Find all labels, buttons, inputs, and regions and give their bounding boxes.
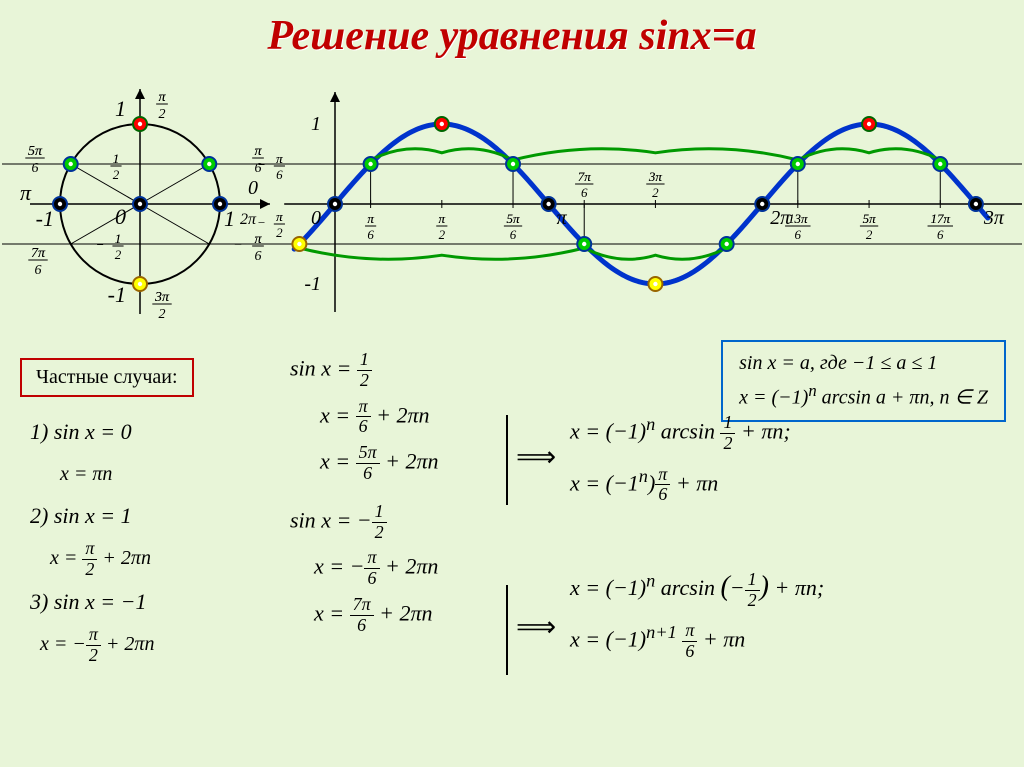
svg-text:1: 1 [115, 96, 126, 121]
svg-text:5π: 5π [28, 144, 43, 159]
svg-text:π: π [276, 209, 283, 224]
svg-text:6: 6 [255, 249, 262, 264]
svg-text:3π: 3π [648, 169, 663, 184]
svg-text:1: 1 [115, 231, 122, 246]
svg-text:1: 1 [311, 113, 321, 135]
general-line2: x = (−1)n arcsin a + πn, n ∈ Z [739, 381, 988, 410]
arrow1: ⟹ [516, 440, 556, 474]
svg-text:−: − [96, 237, 105, 252]
svg-text:π: π [439, 211, 446, 226]
ex-minus-comb2: x = (−1)n+1 π6 + πn [570, 618, 824, 662]
special-cases-box: Частные случаи: [20, 358, 194, 397]
svg-text:π: π [254, 232, 262, 247]
svg-text:π: π [20, 180, 32, 205]
examples-middle: sin x = 12 x = π6 + 2πn x = 5π6 + 2πn si… [290, 350, 439, 636]
case1-eq: 1) sin x = 0 [30, 410, 154, 454]
svg-text:6: 6 [367, 227, 374, 242]
case2-eq: 2) sin x = 1 [30, 494, 154, 538]
svg-text:6: 6 [35, 263, 42, 278]
svg-text:0: 0 [311, 207, 321, 229]
diagram: 1-11-100π2π3π23ππ6π5π65π7π67ππ2π121−121π… [0, 64, 1024, 324]
svg-text:0: 0 [115, 204, 126, 229]
svg-text:-1: -1 [36, 206, 54, 231]
case2-sol: x = π2 + 2πn [50, 538, 154, 580]
case3-sol: x = −π2 + 2πn [40, 624, 154, 666]
ex-plus-eq: sin x = 12 [290, 350, 439, 391]
ex-minus-eq: sin x = −12 [290, 502, 439, 543]
ex-plus-comb1: x = (−1)n arcsin 12 + πn; [570, 410, 824, 454]
svg-text:-1: -1 [108, 282, 126, 307]
examples-right: x = (−1)n arcsin 12 + πn; x = (−1n)π6 + … [570, 410, 824, 662]
svg-text:π: π [367, 211, 374, 226]
ex-plus-sol2: x = 5π6 + 2πn [320, 443, 439, 484]
svg-text:2: 2 [113, 167, 120, 182]
svg-text:−: − [257, 157, 266, 172]
svg-text:2: 2 [652, 185, 659, 200]
svg-text:5π: 5π [507, 211, 521, 226]
ex-plus-comb2: x = (−1n)π6 + πn [570, 462, 824, 506]
main-svg: 1-11-100π2π3π23ππ6π5π65π7π67ππ2π121−121π… [0, 64, 1024, 344]
arrow2: ⟹ [516, 610, 556, 644]
svg-text:1: 1 [113, 151, 120, 166]
svg-text:3π: 3π [154, 290, 170, 305]
special-cases-list: 1) sin x = 0 x = πn 2) sin x = 1 x = π2 … [30, 410, 154, 665]
svg-text:7π: 7π [578, 169, 592, 184]
svg-text:2: 2 [159, 107, 166, 122]
page-title: Решение уравнения sinx=a [0, 0, 1024, 64]
case1-sol: x = πn [60, 454, 154, 494]
svg-text:6: 6 [795, 227, 802, 242]
general-line1: sin x = a, где −1 ≤ a ≤ 1 [739, 352, 988, 375]
svg-text:2: 2 [439, 227, 446, 242]
svg-text:6: 6 [581, 185, 588, 200]
svg-text:6: 6 [32, 161, 39, 176]
svg-text:3π: 3π [983, 207, 1005, 229]
svg-text:2: 2 [276, 225, 283, 240]
ex-minus-sol2: x = 7π6 + 2πn [314, 595, 439, 636]
svg-text:0: 0 [248, 177, 258, 199]
ex-minus-comb1: x = (−1)n arcsin (−12) + πn; [570, 565, 824, 610]
svg-text:π: π [158, 90, 166, 105]
svg-text:−: − [233, 238, 242, 253]
svg-text:−: − [257, 215, 266, 230]
svg-text:2: 2 [866, 227, 873, 242]
divider1 [506, 415, 508, 505]
svg-text:2: 2 [159, 307, 166, 322]
svg-text:π: π [276, 151, 283, 166]
svg-text:6: 6 [937, 227, 944, 242]
svg-text:-1: -1 [304, 273, 321, 295]
svg-text:2π: 2π [240, 211, 257, 228]
svg-text:5π: 5π [863, 211, 877, 226]
divider2 [506, 585, 508, 675]
ex-plus-sol1: x = π6 + 2πn [320, 397, 439, 438]
svg-text:1: 1 [224, 206, 235, 231]
svg-text:7π: 7π [31, 246, 46, 261]
svg-text:6: 6 [510, 227, 517, 242]
ex-minus-sol1: x = −π6 + 2πn [314, 548, 439, 589]
case3-eq: 3) sin x = −1 [30, 580, 154, 624]
svg-text:6: 6 [276, 167, 283, 182]
svg-text:π: π [557, 207, 568, 229]
svg-text:17π: 17π [931, 211, 951, 226]
svg-text:2: 2 [115, 247, 122, 262]
svg-text:13π: 13π [788, 211, 808, 226]
